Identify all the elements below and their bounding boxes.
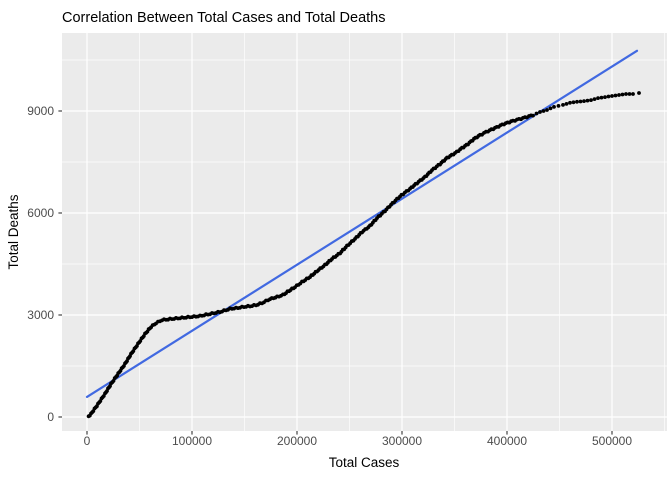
data-point [561, 103, 565, 107]
data-point [603, 95, 607, 99]
data-point [582, 99, 586, 103]
y-tick-label: 0 [47, 410, 54, 424]
data-point [599, 95, 604, 100]
data-point [589, 98, 593, 102]
x-tick-label: 200000 [277, 434, 317, 448]
data-point [631, 92, 635, 96]
data-point [541, 109, 546, 113]
y-tick-label: 3000 [27, 308, 54, 322]
data-point [534, 111, 539, 116]
data-point [568, 100, 572, 105]
data-point [637, 91, 641, 95]
data-point [606, 94, 611, 99]
x-tick-label: 500000 [592, 434, 632, 448]
data-point [613, 93, 618, 98]
data-point [538, 110, 542, 114]
data-point [596, 96, 600, 100]
regression-line [85, 49, 639, 398]
plot-layers: 0 100000 200000 300000 400000 500000 0 3000 6000… [27, 33, 667, 448]
data-point [545, 108, 549, 112]
data-point [624, 92, 628, 96]
data-point [592, 97, 597, 101]
x-axis-title: Total Cases [329, 455, 400, 470]
x-tick-label: 0 [84, 434, 91, 448]
chart-title: Correlation Between Total Cases and Tota… [62, 10, 386, 26]
data-point [578, 99, 583, 104]
data-point [617, 93, 621, 97]
x-tick-label: 100000 [172, 434, 212, 448]
data-point [548, 106, 553, 111]
data-point [627, 92, 632, 96]
data-point [585, 98, 590, 103]
y-axis-title: Total Deaths [6, 194, 21, 269]
data-point [575, 99, 579, 104]
data-point [564, 102, 569, 106]
data-point [571, 100, 576, 105]
data-point [531, 113, 535, 118]
data-point [552, 105, 556, 109]
data-point [556, 104, 561, 108]
x-tick-label: 300000 [382, 434, 422, 448]
y-tick-label: 6000 [27, 206, 54, 220]
x-tick-label: 400000 [487, 434, 527, 448]
data-point [610, 94, 614, 98]
y-tick-label: 9000 [27, 104, 54, 118]
data-point [620, 92, 625, 97]
